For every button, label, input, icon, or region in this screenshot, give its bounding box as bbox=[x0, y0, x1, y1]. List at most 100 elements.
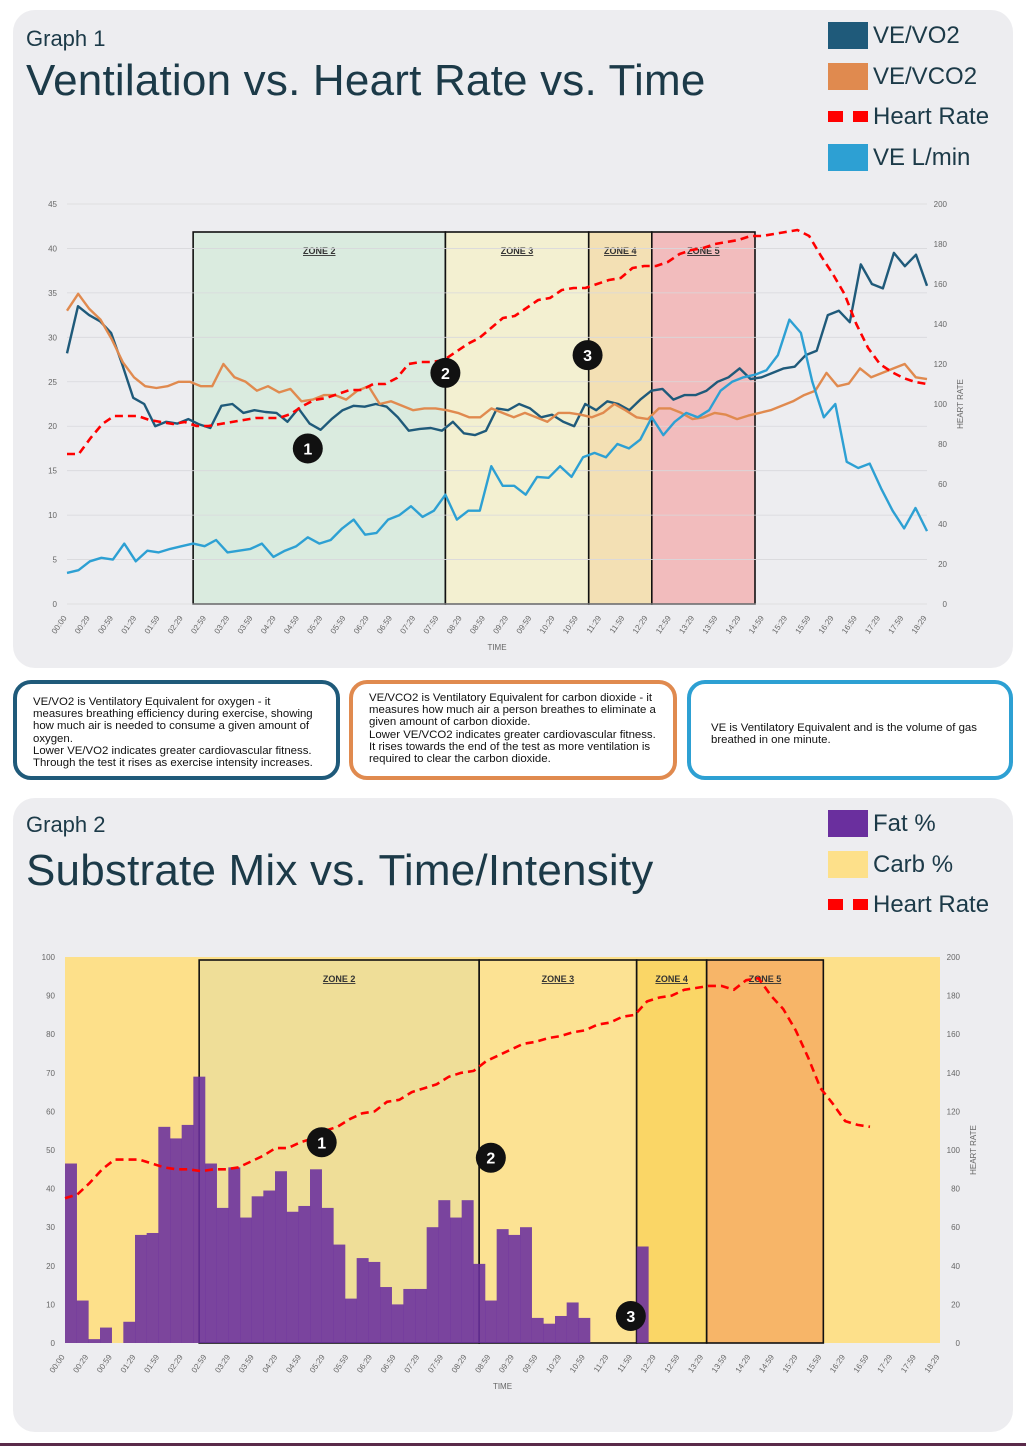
fat-bar bbox=[461, 1200, 474, 1343]
fat-bar bbox=[216, 1207, 229, 1343]
y-tick-label: 90 bbox=[46, 992, 55, 1001]
info-box-ve-vo2: VE/VO2 is Ventilatory Equivalent for oxy… bbox=[13, 680, 340, 780]
marker-2-circle bbox=[475, 1142, 506, 1173]
x-tick-label: 02:59 bbox=[189, 614, 208, 636]
fat-bar bbox=[65, 1163, 77, 1343]
x-tick-label: 04:29 bbox=[259, 614, 278, 636]
x-tick-label: 12:59 bbox=[663, 1353, 682, 1375]
x-tick-label: 10:29 bbox=[544, 1353, 563, 1375]
y-tick-label: 0 bbox=[53, 600, 58, 609]
marker-3-circle bbox=[572, 340, 603, 371]
ve-vo2-line bbox=[65, 251, 929, 437]
zone-4-label: ZONE 4 bbox=[655, 974, 688, 984]
info-box-ve-vco2: VE/VCO2 is Ventilatory Equivalent for ca… bbox=[349, 680, 677, 780]
x-tick-label: 15:59 bbox=[794, 614, 813, 636]
y2-tick-label: 200 bbox=[947, 953, 961, 962]
y-tick-label: 20 bbox=[48, 422, 57, 431]
x-tick-label: 14:29 bbox=[734, 1353, 753, 1375]
x-tick-label: 17:59 bbox=[887, 614, 906, 636]
x-tick-label: 10:59 bbox=[561, 614, 580, 636]
x-tick-label: 06:29 bbox=[355, 1353, 374, 1375]
x-tick-label: 07:59 bbox=[426, 1353, 445, 1375]
x-tick-label: 11:29 bbox=[585, 614, 604, 636]
x-tick-label: 17:29 bbox=[875, 1353, 894, 1375]
y2-tick-label: 40 bbox=[951, 1262, 960, 1271]
fat-bar bbox=[123, 1321, 136, 1343]
y-tick-label: 15 bbox=[48, 467, 57, 476]
fat-bar bbox=[333, 1244, 346, 1343]
x-tick-label: 16:29 bbox=[817, 614, 836, 636]
y2-tick-label: 160 bbox=[947, 1030, 961, 1039]
x-tick-label: 01:59 bbox=[142, 1353, 161, 1375]
y2-tick-label: 100 bbox=[934, 400, 948, 409]
y-tick-label: 10 bbox=[46, 1300, 55, 1309]
y-tick-label: 70 bbox=[46, 1069, 55, 1078]
y2-tick-label: 200 bbox=[934, 200, 948, 209]
y-tick-label: 100 bbox=[42, 953, 56, 962]
x-tick-label: 09:29 bbox=[497, 1353, 516, 1375]
y2-tick-label: 160 bbox=[934, 280, 948, 289]
fat-bar bbox=[473, 1263, 486, 1343]
fat-bar bbox=[438, 1200, 451, 1343]
x-tick-label: 03:29 bbox=[213, 1353, 232, 1375]
x-tick-label: 14:59 bbox=[747, 614, 766, 636]
fat-bar bbox=[298, 1205, 311, 1343]
fat-bar bbox=[76, 1300, 89, 1343]
y-tick-label: 20 bbox=[46, 1262, 55, 1271]
info-box-ve: VE is Ventilatory Equivalent and is the … bbox=[687, 680, 1013, 780]
fat-bar bbox=[251, 1196, 264, 1343]
x-tick-label: 02:29 bbox=[166, 1353, 185, 1375]
x-tick-label: 00:29 bbox=[71, 1353, 90, 1375]
marker-2-circle bbox=[430, 357, 461, 388]
x-tick-label: 14:29 bbox=[724, 614, 743, 636]
x-tick-label: 10:29 bbox=[538, 614, 557, 636]
graph2-legend-label-carb: Carb % bbox=[873, 850, 954, 878]
x-tick-label: 16:29 bbox=[828, 1353, 847, 1375]
x-tick-label: 17:29 bbox=[863, 614, 882, 636]
fat-bar bbox=[286, 1211, 299, 1343]
x-tick-label: 10:59 bbox=[568, 1353, 587, 1375]
info-text-ve: VE is Ventilatory Equivalent and is the … bbox=[711, 722, 977, 747]
graph2-legend-swatch-heart-rate bbox=[828, 891, 868, 918]
fat-bar bbox=[531, 1317, 544, 1343]
graph1-chart: ZONE 2 ZONE 3 ZONE 4 ZONE 50510152025303540… bbox=[48, 200, 965, 652]
y2-tick-label: 80 bbox=[938, 440, 947, 449]
graph2-legend-swatch-fat bbox=[828, 810, 868, 837]
x-tick-label: 00:00 bbox=[50, 614, 69, 636]
info-text-ve-vo2: VE/VO2 is Ventilatory Equivalent for oxy… bbox=[33, 696, 313, 770]
x-tick-label: 06:59 bbox=[375, 614, 394, 636]
y2-tick-label: 120 bbox=[934, 360, 948, 369]
fat-bar bbox=[508, 1234, 521, 1343]
x-tick-label: 06:29 bbox=[352, 614, 371, 636]
marker-2-label: 2 bbox=[441, 366, 450, 383]
fat-bar bbox=[356, 1258, 369, 1343]
x-axis-title: TIME bbox=[487, 643, 506, 652]
x-tick-label: 04:29 bbox=[261, 1353, 280, 1375]
x-tick-label: 18:29 bbox=[910, 614, 929, 636]
x-tick-label: 08:59 bbox=[473, 1353, 492, 1375]
marker-1-label: 1 bbox=[317, 1135, 326, 1152]
zone-5-label: ZONE 5 bbox=[687, 246, 720, 256]
zone-5-label: ZONE 5 bbox=[749, 974, 782, 984]
y2-tick-label: 140 bbox=[934, 320, 948, 329]
y-tick-label: 40 bbox=[46, 1185, 55, 1194]
x-tick-label: 03:59 bbox=[236, 614, 255, 636]
x-tick-label: 07:29 bbox=[403, 1353, 422, 1375]
y-tick-label: 10 bbox=[48, 511, 57, 520]
fat-bar bbox=[146, 1232, 159, 1343]
y2-tick-label: 60 bbox=[951, 1223, 960, 1232]
graph1-legend-label-ve-vo2: VE/VO2 bbox=[873, 22, 960, 49]
zone-4-band bbox=[635, 959, 708, 1344]
graph2-label: Graph 2 bbox=[26, 812, 106, 837]
x-tick-label: 01:29 bbox=[120, 614, 139, 636]
y2-tick-label: 80 bbox=[951, 1185, 960, 1194]
y2-tick-label: 0 bbox=[943, 600, 948, 609]
fat-bar bbox=[88, 1339, 101, 1343]
graph1-legend-swatch-ve-vco2 bbox=[828, 62, 868, 90]
y2-tick-label: 20 bbox=[951, 1300, 960, 1309]
x-tick-label: 03:29 bbox=[212, 614, 231, 636]
y2-axis-title: HEART RATE bbox=[969, 1125, 978, 1175]
zone-5-band bbox=[705, 959, 825, 1344]
graph2-title: Substrate Mix vs. Time/Intensity bbox=[26, 846, 654, 895]
x-tick-label: 13:29 bbox=[686, 1353, 705, 1375]
